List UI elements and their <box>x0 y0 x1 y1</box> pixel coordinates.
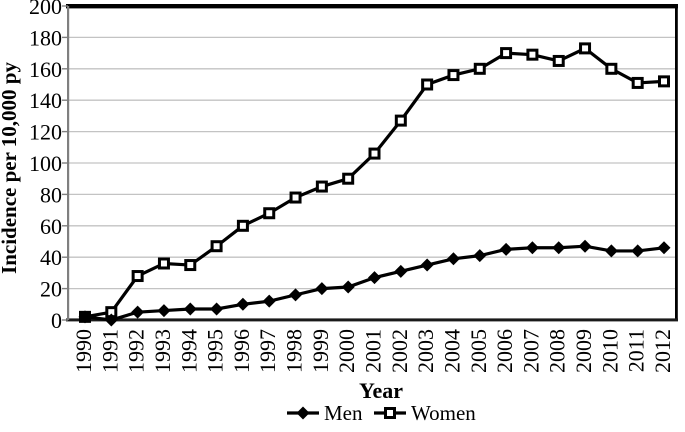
men-data-point <box>315 282 329 296</box>
women-data-point <box>605 62 618 75</box>
x-tick-label: 1992 <box>124 329 149 373</box>
legend-label-women: Women <box>411 401 476 425</box>
x-tick-label: 1998 <box>282 329 307 373</box>
x-tick-label: 2004 <box>439 329 464 373</box>
x-tick-label: 2008 <box>545 329 570 373</box>
y-tick-label: 40 <box>40 245 62 270</box>
women-data-point <box>658 75 670 88</box>
x-tick-label: 2011 <box>624 329 649 372</box>
y-tick-label: 0 <box>51 308 62 333</box>
women-data-point <box>631 76 644 89</box>
men-data-point <box>473 249 487 263</box>
x-tick-label: 1995 <box>203 329 228 373</box>
women-data-point <box>421 78 434 91</box>
y-tick-label: 100 <box>29 151 62 176</box>
legend-item-women: Women <box>374 401 476 425</box>
men-data-point <box>657 241 671 255</box>
men-data-point <box>289 288 303 302</box>
men-data-point <box>104 313 118 327</box>
x-tick-label: 2006 <box>492 329 517 373</box>
men-data-point <box>157 304 171 318</box>
women-data-point <box>526 48 539 61</box>
men-data-point <box>525 241 539 255</box>
y-tick-label: 160 <box>29 57 62 82</box>
women-data-point <box>579 42 592 55</box>
women-data-point <box>131 270 144 283</box>
x-tick-label: 1990 <box>71 329 96 373</box>
women-data-point <box>500 47 513 60</box>
y-tick-label: 180 <box>29 25 62 50</box>
x-tick-label: 2009 <box>571 329 596 373</box>
men-data-point <box>499 242 513 256</box>
women-square-icon <box>384 407 396 419</box>
men-data-point <box>183 302 197 316</box>
men-data-point <box>131 305 145 319</box>
women-data-point <box>473 62 486 75</box>
x-tick-label: 2007 <box>518 329 543 373</box>
women-data-point <box>552 54 565 67</box>
men-data-point <box>341 280 355 294</box>
women-data-point <box>184 259 197 272</box>
x-axis-ticks: 1990 1991 1992 1993 1994 1995 1996 1997 1998 1999… <box>71 329 675 373</box>
men-data-point <box>368 271 381 285</box>
y-tick-label: 20 <box>40 277 62 302</box>
y-tick-label: 60 <box>40 214 62 239</box>
x-axis-title: Year <box>359 378 403 403</box>
men-data-point <box>236 297 250 311</box>
x-tick-label: 1991 <box>97 329 122 373</box>
y-tick-label: 200 <box>29 0 62 19</box>
women-data-point <box>210 240 223 253</box>
women-data-point <box>394 114 407 127</box>
x-tick-label: 1997 <box>255 329 280 373</box>
women-data-point <box>157 257 170 270</box>
men-data-point <box>604 244 618 258</box>
men-data-point <box>394 264 408 278</box>
y-tick-label: 120 <box>29 120 62 145</box>
plot-border <box>66 4 678 322</box>
x-axis-line <box>66 318 678 322</box>
men-data-point <box>578 239 592 253</box>
y-axis-ticks: 0 20 40 60 80 100 120 140 160 180 200 <box>29 0 68 333</box>
women-data-point <box>315 180 328 193</box>
plot-border-top <box>66 4 678 9</box>
plot-border-right <box>675 4 678 321</box>
y-tick-label: 140 <box>29 88 62 113</box>
women-data-point <box>447 69 460 82</box>
legend-label-men: Men <box>324 401 363 425</box>
x-tick-label: 1993 <box>150 329 175 373</box>
women-data-point <box>236 219 249 232</box>
x-tick-label: 2005 <box>466 329 491 373</box>
x-tick-label: 2012 <box>650 329 675 373</box>
men-data-point <box>552 241 566 255</box>
x-tick-label: 1994 <box>176 329 201 373</box>
legend: Men Women <box>287 401 476 425</box>
gridlines <box>68 36 677 290</box>
y-axis-title: Incidence per 10,000 py <box>0 62 21 274</box>
x-tick-label: 1999 <box>308 329 333 373</box>
men-data-point <box>420 258 434 272</box>
men-data-point <box>78 310 92 324</box>
women-data-point <box>263 207 276 220</box>
men-data-point <box>210 302 224 316</box>
x-tick-label: 2000 <box>334 329 359 373</box>
women-data-point <box>289 191 302 204</box>
x-tick-label: 2003 <box>413 329 438 373</box>
men-series <box>78 239 671 327</box>
x-tick-label: 2002 <box>387 329 412 373</box>
x-tick-label: 2001 <box>361 329 386 373</box>
men-diamond-icon <box>296 406 310 420</box>
men-data-point <box>446 252 460 266</box>
x-tick-label: 2010 <box>597 329 622 373</box>
women-data-point <box>342 172 355 185</box>
men-data-point <box>262 294 276 308</box>
x-tick-label: 1996 <box>229 329 254 373</box>
y-tick-label: 80 <box>40 182 62 207</box>
women-data-point <box>368 147 381 160</box>
legend-item-men: Men <box>287 401 363 425</box>
men-data-point <box>631 244 645 258</box>
y-axis-line <box>67 6 70 320</box>
